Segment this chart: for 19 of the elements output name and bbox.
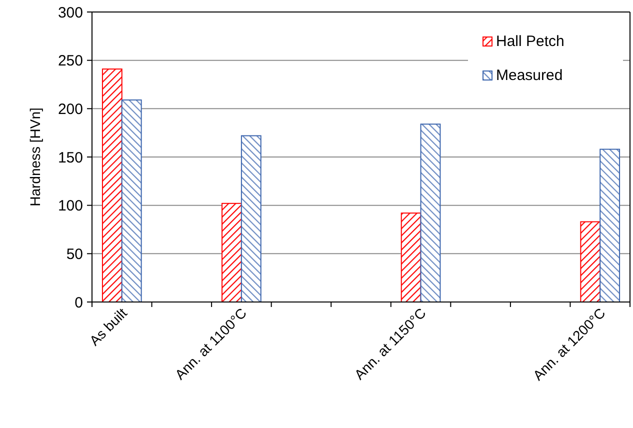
legend-label: Hall Petch: [496, 33, 564, 50]
bar: [420, 124, 441, 302]
bar: [121, 99, 142, 302]
y-axis-title: Hardness [HVn]: [27, 108, 43, 206]
bar: [222, 202, 242, 302]
bar: [600, 148, 620, 302]
y-tick-label: 250: [58, 52, 83, 70]
bar: [240, 135, 262, 302]
legend-label: Measured: [496, 67, 563, 84]
y-tick-label: 200: [58, 100, 83, 118]
y-tick-label: 300: [58, 4, 83, 22]
y-tick-label: 50: [66, 246, 83, 263]
x-tick-label: As built: [86, 304, 130, 349]
y-tick-label: 0: [74, 294, 83, 312]
y-tick-label: 150: [58, 149, 83, 166]
y-tick-label: 100: [58, 198, 83, 215]
bar: [400, 212, 422, 302]
bar: [102, 68, 122, 302]
bar: [580, 221, 601, 302]
